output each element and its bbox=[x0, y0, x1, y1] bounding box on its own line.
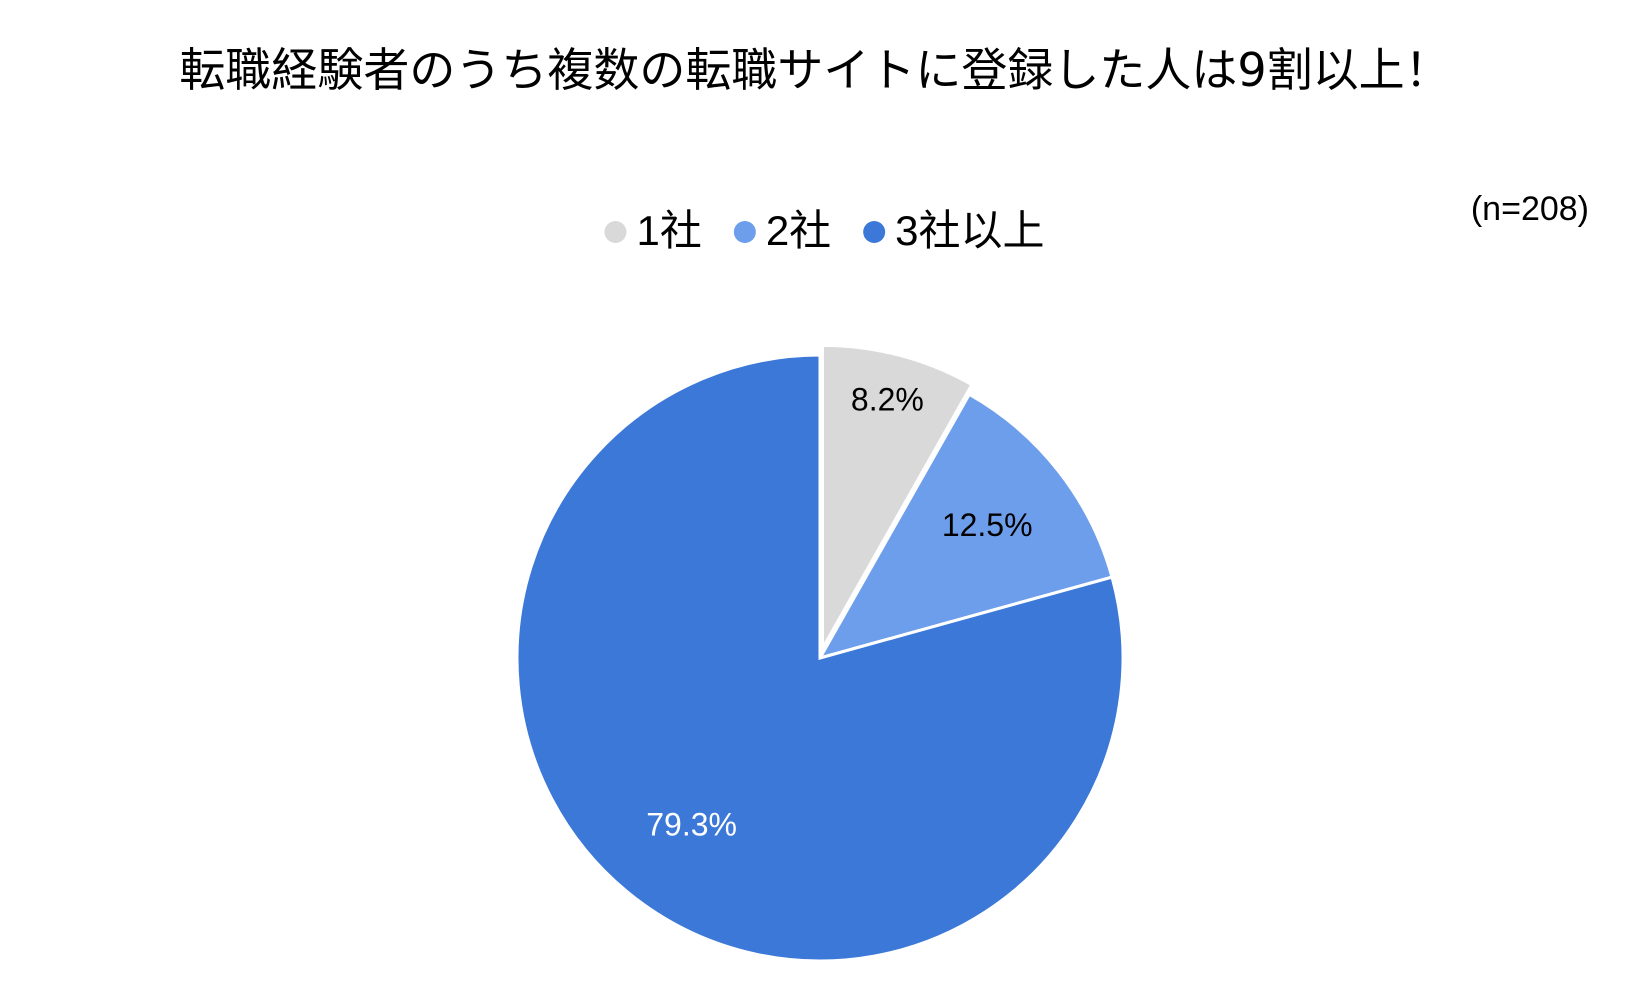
data-label: 8.2% bbox=[851, 382, 924, 418]
data-label: 12.5% bbox=[942, 507, 1033, 543]
pie-slice bbox=[821, 343, 974, 655]
legend: 1社 2社 3社以上 bbox=[604, 207, 1045, 254]
data-label: 79.3% bbox=[646, 806, 737, 842]
legend-swatch bbox=[604, 221, 627, 243]
pie-slice bbox=[515, 353, 1125, 963]
legend-swatch bbox=[733, 221, 756, 243]
legend-label: 2社 bbox=[766, 207, 831, 254]
legend-label: 1社 bbox=[636, 207, 701, 254]
legend-swatch bbox=[863, 221, 886, 243]
sample-size-note: (n=208) bbox=[1470, 190, 1589, 228]
chart-title: 転職経験者のうち複数の転職サイトに登録した人は9割以上！ bbox=[179, 43, 1451, 97]
legend-label: 3社以上 bbox=[895, 207, 1044, 254]
pie-slice bbox=[816, 392, 1114, 661]
